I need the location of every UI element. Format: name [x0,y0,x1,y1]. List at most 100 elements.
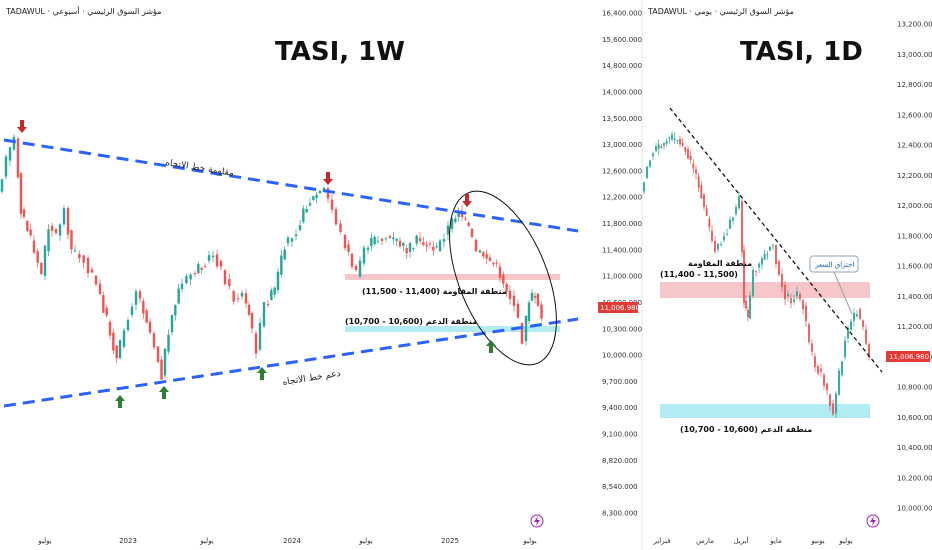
daily-watermark: TADAWUL · مؤشر السوق الرئيسي · يومي [647,7,794,16]
daily-candle-30 [726,233,728,235]
weekly-candle-141 [516,303,520,318]
weekly-candle-17 [62,208,66,225]
daily-trendline [669,107,883,373]
daily-y-tick-10: 11,200.000 [897,323,932,331]
weekly-candle-129 [474,239,478,252]
daily-candle-63 [820,368,822,372]
weekly-candle-91 [339,223,342,233]
weekly-candle-62 [232,290,235,302]
daily-candle-23 [705,208,708,216]
weekly-candle-36 [134,291,138,305]
weekly-support-zone [345,326,560,332]
daily-y-tick-2: 12,800.000 [897,81,932,89]
daily-candle-41 [755,271,757,273]
daily-candle-69 [838,370,840,395]
daily-candle-72 [847,327,849,339]
weekly-candle-67 [250,313,254,329]
weekly-candle-52 [193,273,197,275]
weekly-candle-65 [244,293,248,304]
weekly-candle-12 [43,245,47,276]
weekly-candle-21 [78,253,81,259]
weekly-candle-77 [286,237,290,244]
daily-candle-52 [787,294,789,297]
daily-chart-title: TASI, 1D [740,37,863,67]
daily-candle-3 [652,153,654,157]
weekly-candle-59 [219,260,223,267]
weekly-candle-8 [29,229,32,236]
daily-candle-18 [692,163,695,169]
daily-candle-70 [841,361,843,376]
daily-candle-13 [679,138,681,145]
weekly-candle-72 [270,290,273,300]
weekly-candle-7 [26,220,29,232]
daily-candle-29 [723,236,725,241]
weekly-x-tick-0: يوليو [37,537,51,545]
daily-bolt-glyph [870,516,876,526]
weekly-candle-109 [405,248,408,254]
weekly-chart-panel: TADAWUL · مؤشر السوق الرئيسي · أسبوعي TA… [0,6,642,545]
weekly-support-trendline [3,317,579,408]
daily-y-tick-16: 10,000.000 [897,505,932,513]
weekly-candle-9 [32,240,36,253]
daily-candle-9 [668,137,671,139]
weekly-x-tick-4: يوليو [358,537,372,545]
weekly-candle-145 [530,292,534,301]
weekly-x-tick-6: يوليو [522,537,536,545]
weekly-candle-132 [485,254,488,259]
daily-candle-42 [758,263,760,268]
weekly-candle-143 [524,315,528,341]
weekly-candle-90 [334,209,338,225]
daily-candle-26 [714,241,716,252]
daily-candle-5 [657,144,660,150]
daily-candle-50 [781,273,783,288]
weekly-x-tick-2: يوليو [199,537,213,545]
daily-candle-62 [817,366,819,374]
weekly-candle-146 [533,295,537,298]
arrow-up-icon [159,386,169,399]
weekly-candle-126 [464,218,467,220]
daily-candle-51 [784,284,786,300]
daily-candle-46 [769,246,771,251]
weekly-x-tick-5: 2025 [441,537,459,545]
daily-candle-78 [865,329,867,344]
weekly-y-tick-10: 11,000.000 [602,273,642,281]
weekly-candle-142 [520,322,524,344]
weekly-candle-43 [160,359,163,380]
weekly-candle-38 [142,300,145,314]
weekly-candle-14 [50,225,54,231]
weekly-candle-47 [174,305,177,316]
weekly-y-tick-0: 16,400.000 [602,10,642,18]
daily-y-tick-6: 12,000.000 [897,202,932,210]
daily-candle-68 [835,393,837,414]
weekly-candle-112 [415,235,418,244]
weekly-candle-41 [152,333,156,348]
weekly-candle-108 [402,242,405,246]
weekly-candle-89 [330,199,334,210]
daily-candle-73 [850,321,852,330]
weekly-candle-79 [294,234,298,237]
daily-candle-25 [711,230,713,241]
daily-candle-28 [720,244,722,246]
daily-candle-10 [671,134,673,140]
daily-candle-4 [655,146,657,151]
weekly-candle-111 [412,248,415,250]
weekly-bolt-icon[interactable] [530,514,544,528]
daily-resistance-zone [660,282,870,298]
weekly-candle-98 [366,247,370,250]
daily-y-tick-12: 10,800.000 [897,384,932,392]
weekly-candle-80 [298,225,302,231]
weekly-candle-49 [180,283,184,290]
weekly-candle-135 [495,262,498,264]
daily-candle-2 [649,160,651,167]
daily-resistance-zone-title: منطقة المقاومة [688,259,752,268]
weekly-candle-86 [318,190,322,194]
weekly-candle-105 [392,237,395,240]
daily-candle-79 [868,344,870,358]
weekly-candle-83 [308,203,312,206]
weekly-candle-42 [156,346,160,362]
weekly-candle-117 [432,246,435,251]
weekly-candle-68 [254,333,258,354]
weekly-candle-130 [478,250,482,253]
daily-bolt-icon[interactable] [866,514,880,528]
